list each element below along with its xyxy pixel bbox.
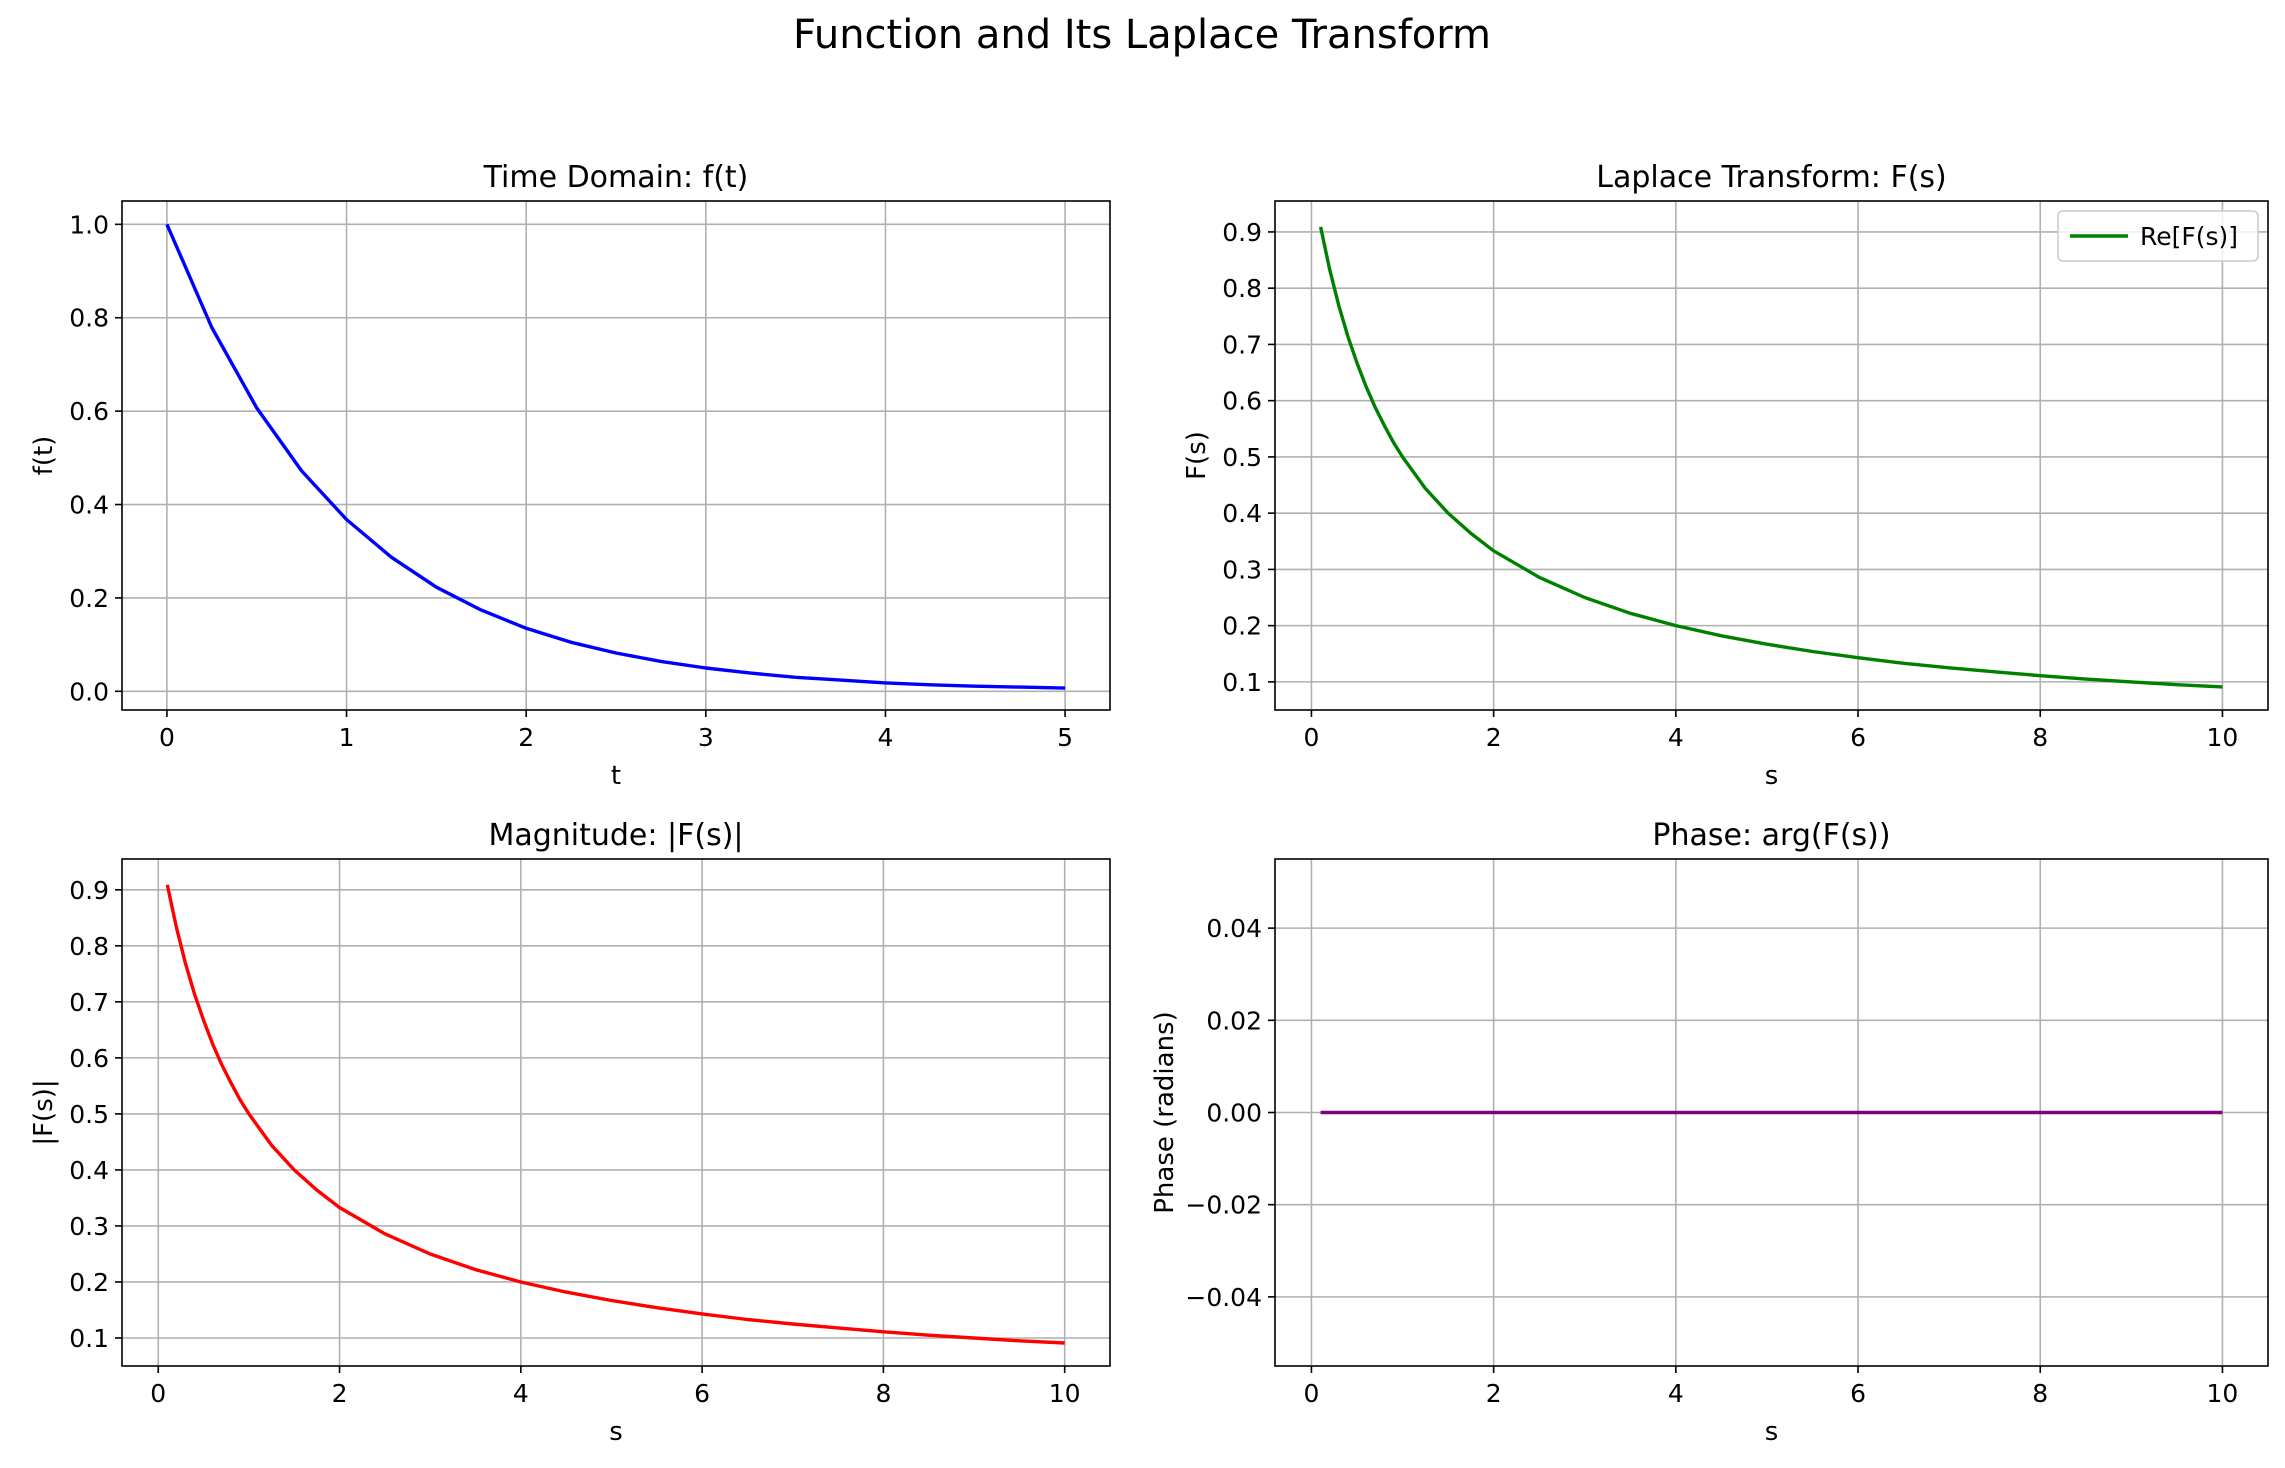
x-tick-label: 8: [2032, 1379, 2048, 1408]
y-tick-label: 0.3: [69, 1212, 109, 1241]
series-line-magnitude-0: [165, 884, 1065, 1345]
x-tick-label: 10: [2207, 723, 2239, 752]
series-line-laplace-0: [1318, 226, 2223, 689]
chart-phase: 0 2 4 6 8 10 −0.04 −0.02 0.00 0.02 0.04 Phase: arg(…: [1150, 818, 2269, 1447]
y-tick-label: 0.8: [69, 932, 109, 961]
x-tick-label: 8: [875, 1379, 891, 1408]
x-tick-label: 2: [1486, 723, 1502, 752]
x-tick-label: 5: [1057, 723, 1073, 752]
y-tick-label: 0.9: [69, 876, 109, 905]
x-tick-label: 3: [698, 723, 714, 752]
x-tick-label: 6: [1850, 1379, 1866, 1408]
x-tick-label: 4: [878, 723, 894, 752]
y-tick-label: 0.2: [1222, 612, 1262, 641]
x-tick-label: 4: [513, 1379, 529, 1408]
legend: Re[F(s)]: [2057, 210, 2259, 262]
x-axis-label: t: [611, 761, 621, 791]
y-axis-label: Phase (radians): [1150, 1011, 1180, 1214]
x-tick-label: 10: [2207, 1379, 2239, 1408]
y-tick-label: 0.3: [1222, 555, 1262, 584]
chart-magnitude: 0 2 4 6 8 10 0.1 0.2 0.3 0.4 0.5 0.6 0.7 0.8 0.9 Magnit…: [29, 818, 1111, 1447]
x-tick-label: 2: [332, 1379, 348, 1408]
x-tick-label: 2: [1486, 1379, 1502, 1408]
x-tick-label: 0: [150, 1379, 166, 1408]
axes-title: Laplace Transform: F(s): [1596, 160, 1947, 195]
legend-label: Re[F(s)]: [2140, 222, 2238, 251]
y-tick-label: 0.0: [69, 677, 109, 706]
axes-title: Phase: arg(F(s)): [1652, 818, 1890, 853]
y-tick-label: 0.7: [69, 988, 109, 1017]
axes-frame: [121, 858, 1111, 1367]
axes-title: Magnitude: |F(s)|: [488, 818, 743, 853]
x-tick-label: 4: [1668, 1379, 1684, 1408]
x-tick-label: 0: [159, 723, 175, 752]
y-tick-label: 0.04: [1206, 914, 1262, 943]
x-axis-label: s: [1765, 761, 1779, 791]
y-tick-label: 0.4: [1222, 499, 1262, 528]
x-tick-label: 8: [2032, 723, 2048, 752]
x-tick-label: 6: [1850, 723, 1866, 752]
y-tick-label: −0.04: [1185, 1283, 1262, 1312]
series-line-time-0: [165, 223, 1066, 690]
chart-time: 0 1 2 3 4 5 0.0 0.2 0.4 0.6 0.8 1.0 Time Domain: f(t…: [29, 160, 1111, 791]
y-tick-label: 0.7: [1222, 330, 1262, 359]
y-tick-label: 0.5: [1222, 443, 1262, 472]
y-tick-label: 0.4: [69, 491, 109, 520]
y-tick-label: 0.2: [69, 584, 109, 613]
y-axis-label: F(s): [1182, 431, 1212, 480]
y-tick-label: 0.1: [69, 1324, 109, 1353]
figure-title: Function and Its Laplace Transform: [793, 12, 1491, 58]
y-tick-label: 0.1: [1222, 668, 1262, 697]
y-tick-label: 0.4: [69, 1156, 109, 1185]
y-tick-label: 0.5: [69, 1100, 109, 1129]
y-tick-label: 0.9: [1222, 218, 1262, 247]
axes-frame: [1274, 200, 2269, 711]
x-tick-label: 4: [1668, 723, 1684, 752]
y-tick-label: 0.8: [69, 304, 109, 333]
x-tick-label: 0: [1303, 723, 1319, 752]
legend-box: [2057, 210, 2259, 262]
y-tick-label: 0.00: [1206, 1099, 1262, 1128]
axes-frame: [121, 200, 1111, 711]
x-axis-label: s: [609, 1417, 623, 1447]
x-tick-label: 0: [1303, 1379, 1319, 1408]
x-tick-label: 2: [518, 723, 534, 752]
y-axis-label: |F(s)|: [29, 1079, 59, 1145]
y-tick-label: 0.6: [69, 397, 109, 426]
chart-laplace: 0 2 4 6 8 10 0.1 0.2 0.3 0.4 0.5 0.6 0.7 0.8 0.9 Laplac…: [1182, 160, 2269, 791]
x-tick-label: 10: [1049, 1379, 1081, 1408]
axes-title: Time Domain: f(t): [483, 160, 749, 195]
x-tick-label: 6: [694, 1379, 710, 1408]
y-tick-label: 0.2: [69, 1268, 109, 1297]
y-tick-label: 0.6: [1222, 387, 1262, 416]
y-tick-label: 0.6: [69, 1044, 109, 1073]
y-tick-label: −0.02: [1185, 1191, 1262, 1220]
x-tick-label: 1: [339, 723, 355, 752]
y-tick-label: 1.0: [69, 210, 109, 239]
y-tick-label: 0.8: [1222, 274, 1262, 303]
y-axis-label: f(t): [29, 436, 59, 476]
x-axis-label: s: [1765, 1417, 1779, 1447]
y-tick-label: 0.02: [1206, 1006, 1262, 1035]
